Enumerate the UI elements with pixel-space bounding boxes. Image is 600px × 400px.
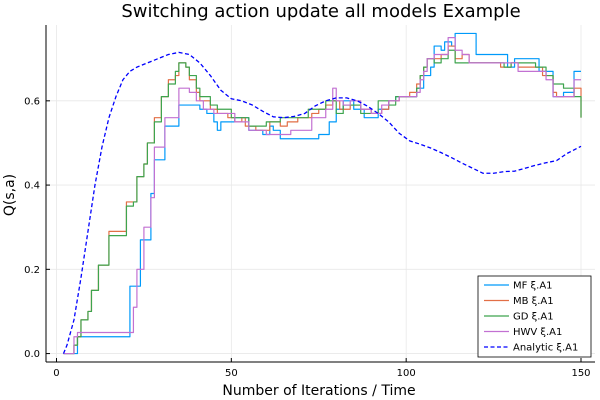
y-tick-label-1: 0.2 xyxy=(24,265,40,276)
axes: 0 50 100 150 0.0 0.2 0.4 0.6 xyxy=(24,25,595,379)
series-line-4 xyxy=(62,51,582,354)
plot-series xyxy=(62,32,582,355)
grid xyxy=(46,25,595,362)
x-tick-label-3: 150 xyxy=(571,368,590,379)
x-tick-label-1: 50 xyxy=(225,368,238,379)
y-axis-title: Q(s,a) xyxy=(2,174,18,216)
series-line-3 xyxy=(63,37,582,355)
y-tick-label-3: 0.6 xyxy=(24,96,40,107)
x-tick-label-0: 0 xyxy=(53,368,59,379)
y-tick-label-2: 0.4 xyxy=(24,181,40,192)
legend-label-3: HWV ξ.A1 xyxy=(513,327,562,338)
chart-title: Switching action update all models Examp… xyxy=(121,1,520,22)
legend-label-1: MB ξ.A1 xyxy=(513,296,554,307)
legend-label-0: MF ξ.A1 xyxy=(513,281,553,292)
legend-label-2: GD ξ.A1 xyxy=(513,312,554,323)
x-tick-label-2: 100 xyxy=(397,368,416,379)
y-tick-label-0: 0.0 xyxy=(24,349,40,360)
legend-label-4: Analytic ξ.A1 xyxy=(513,343,578,354)
series-line-0 xyxy=(63,32,582,355)
series-line-2 xyxy=(63,49,582,355)
x-axis-title: Number of Iterations / Time xyxy=(222,383,415,399)
legend: MF ξ.A1 MB ξ.A1 GD ξ.A1 HWV ξ.A1 Analytic ξ.… xyxy=(477,275,592,358)
